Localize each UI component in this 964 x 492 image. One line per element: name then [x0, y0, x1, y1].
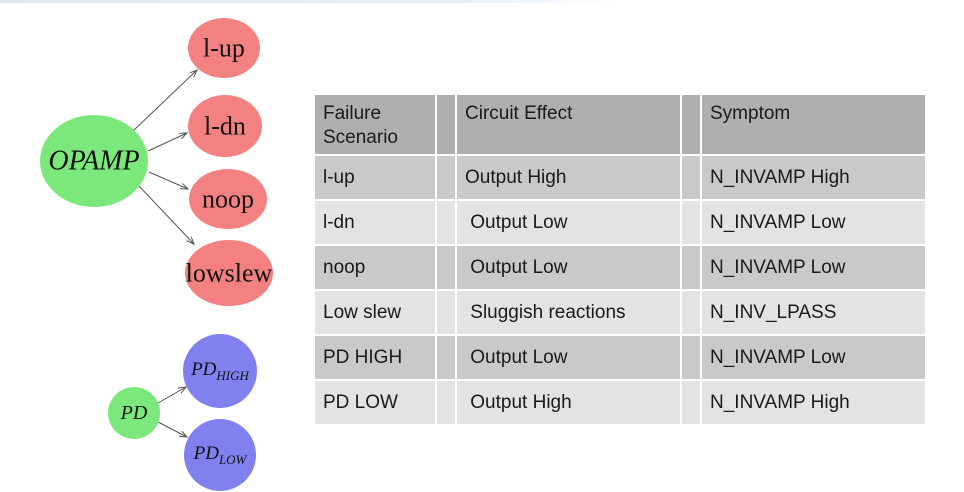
cell-symptom: N_INVAMP Low [702, 336, 925, 379]
l-dn-ellipse [188, 95, 262, 157]
table-spacer-cell [437, 95, 455, 154]
pd-arrows [157, 387, 187, 437]
node-pd-high: PDHIGH [183, 334, 257, 408]
table-spacer-cell [682, 201, 700, 244]
node-l-up: l-up [188, 18, 260, 78]
l-dn-label: l-dn [204, 112, 246, 141]
arrow-pd-high [157, 387, 186, 404]
pd-low-circle [184, 419, 256, 491]
col-header-symptom: Symptom [702, 95, 925, 154]
arrow-pd-low [157, 421, 187, 437]
cell-symptom: N_INV_LPASS [702, 291, 925, 334]
col-header-failure-scenario: Failure Scenario [315, 95, 435, 154]
arrow-opamp-ldn [147, 133, 187, 152]
table-spacer-cell [682, 156, 700, 199]
table-spacer-cell [682, 246, 700, 289]
arrow-opamp-noop [148, 171, 188, 189]
cell-effect: Output High [457, 156, 680, 199]
opamp-arrows [132, 70, 197, 244]
pd-low-label: PDLOW [193, 443, 248, 467]
pd-low-main: PD [193, 443, 220, 464]
table-spacer-cell [682, 95, 700, 154]
table-spacer-cell [437, 201, 455, 244]
node-pd-low: PDLOW [184, 419, 256, 491]
table-spacer-cell [437, 246, 455, 289]
cell-scenario: noop [315, 246, 435, 289]
cell-symptom: N_INVAMP High [702, 156, 925, 199]
cell-scenario: l-up [315, 156, 435, 199]
node-l-dn: l-dn [188, 95, 262, 157]
cell-symptom: N_INVAMP High [702, 381, 925, 424]
pd-circle [108, 387, 160, 439]
table-spacer-cell [437, 381, 455, 424]
cell-symptom: N_INVAMP Low [702, 201, 925, 244]
failure-table: Failure Scenario Circuit Effect Symptom … [315, 95, 925, 424]
col-header-circuit-effect: Circuit Effect [457, 95, 680, 154]
pd-low-sub: LOW [218, 452, 248, 467]
opamp-label: OPAMP [48, 146, 139, 177]
cell-scenario: PD HIGH [315, 336, 435, 379]
cell-effect: Output Low [457, 336, 680, 379]
node-lowslew: lowslew [185, 240, 273, 306]
arrow-opamp-lup [132, 70, 197, 132]
node-pd: PD [108, 387, 160, 439]
arrow-opamp-lowslew [138, 185, 194, 244]
cell-effect: Output Low [457, 246, 680, 289]
node-noop: noop [189, 169, 267, 229]
pd-high-label: PDHIGH [190, 359, 249, 383]
table-spacer-cell [682, 381, 700, 424]
node-opamp: OPAMP [40, 115, 148, 207]
cell-scenario: Low slew [315, 291, 435, 334]
lowslew-label: lowslew [186, 259, 273, 288]
opamp-ellipse [40, 115, 148, 207]
l-up-ellipse [188, 18, 260, 78]
cell-effect: Output Low [457, 201, 680, 244]
pd-high-circle [183, 334, 257, 408]
table-spacer-cell [437, 291, 455, 334]
l-up-label: l-up [203, 34, 245, 63]
table-spacer-cell [682, 291, 700, 334]
cell-effect: Sluggish reactions [457, 291, 680, 334]
pd-high-sub: HIGH [215, 368, 249, 383]
table-spacer-cell [437, 156, 455, 199]
cell-scenario: l-dn [315, 201, 435, 244]
cell-effect: Output High [457, 381, 680, 424]
pd-high-main: PD [190, 359, 217, 380]
pd-label: PD [120, 402, 148, 424]
table-spacer-cell [682, 336, 700, 379]
top-edge-artifact [0, 0, 618, 3]
table-spacer-cell [437, 336, 455, 379]
cell-symptom: N_INVAMP Low [702, 246, 925, 289]
lowslew-ellipse [185, 240, 273, 306]
noop-ellipse [189, 169, 267, 229]
noop-label: noop [202, 185, 254, 214]
cell-scenario: PD LOW [315, 381, 435, 424]
failure-mode-graph: OPAMP l-up l-dn noop lowslew PD [40, 18, 273, 491]
